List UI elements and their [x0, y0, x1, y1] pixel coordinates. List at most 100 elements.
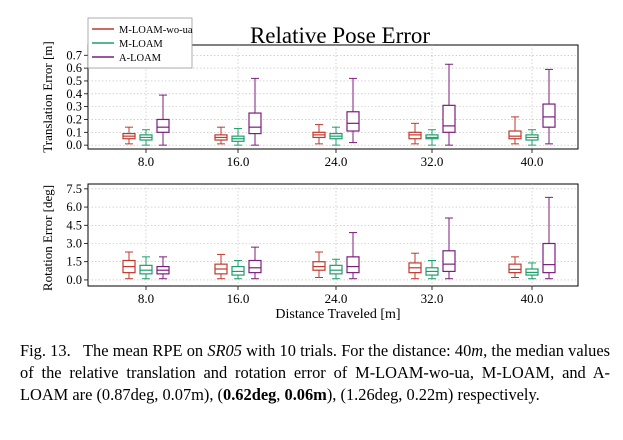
caption-bold-translation: 0.06m: [284, 385, 327, 404]
translation-y-tick-label: 0.4: [66, 87, 82, 101]
translation-x-tick-label: 32.0: [421, 154, 444, 169]
translation-box-m-loam: [231, 127, 245, 146]
translation-box-m-loam: [525, 129, 539, 146]
translation-box-a-loam: [156, 94, 170, 146]
rotation-box-m-loam: [139, 256, 153, 280]
box-iqr: [542, 242, 556, 274]
legend-label-a-loam: A-LOAM: [119, 53, 162, 64]
box-iqr: [508, 130, 522, 140]
caption-text-2: with 10 trials. For the distance:: [241, 341, 455, 360]
translation-box-m-loam: [425, 129, 439, 146]
rotation-y-tick-label: 6.0: [66, 200, 82, 214]
box-iqr: [425, 134, 439, 140]
x-axis-label: Distance Traveled [m]: [275, 307, 400, 322]
rotation-box-a-loam: [442, 217, 456, 280]
box-iqr: [329, 264, 343, 275]
rotation-y-tick-label: 4.5: [66, 218, 82, 232]
caption-text-1: The mean RPE on: [83, 341, 208, 360]
rotation-x-tick-label: 8.0: [138, 291, 154, 306]
translation-x-tick-label: 16.0: [227, 154, 250, 169]
rotation-x-tick-label: 32.0: [421, 291, 444, 306]
box-iqr: [312, 261, 326, 271]
translation-y-tick-label: 0.2: [66, 112, 82, 126]
rotation-x-tick-label: 16.0: [227, 291, 250, 306]
translation-box-m-loam: [139, 129, 153, 146]
translation-x-tick-label: 8.0: [138, 154, 154, 169]
caption-distance-unit: m: [471, 341, 484, 360]
box-iqr: [248, 112, 262, 135]
box-iqr: [508, 263, 522, 274]
translation-y-ticks: 0.00.10.20.30.40.50.60.7: [66, 48, 88, 152]
translation-x-ticks: 8.0 16.0 24.0 32.0 40.0: [138, 149, 544, 169]
translation-y-axis-label: Translation Error [m]: [40, 41, 55, 152]
box-iqr: [408, 131, 422, 140]
rotation-box-a-loam: [542, 196, 556, 280]
box-iqr: [346, 256, 360, 274]
rotation-y-ticks: 0.0 1.5 3.0 4.5 6.0 7.5: [66, 182, 88, 287]
legend-label-m-loam-wo-ua: M-LOAM-wo-ua: [119, 25, 193, 36]
translation-box-a-loam: [442, 63, 456, 146]
box-iqr: [231, 265, 245, 276]
rotation-box-m-loam-wo-ua: [508, 256, 522, 278]
caption-distance: 40: [454, 341, 472, 360]
rotation-y-tick-label: 1.5: [66, 255, 82, 269]
rotation-y-tick-label: 0.0: [66, 273, 82, 287]
legend: M-LOAM-wo-ua M-LOAM A-LOAM: [87, 17, 193, 69]
rotation-x-tick-label: 40.0: [521, 291, 544, 306]
translation-box-a-loam: [248, 77, 262, 146]
legend-label-m-loam: M-LOAM: [119, 39, 163, 50]
translation-x-tick-label: 40.0: [521, 154, 544, 169]
translation-box-m-loam-wo-ua: [508, 116, 522, 145]
caption-text-3: , the median values of the relative tran…: [20, 341, 611, 404]
rotation-box-m-loam: [425, 260, 439, 280]
translation-y-tick-label: 0.1: [66, 125, 82, 139]
translation-box-m-loam-wo-ua: [214, 126, 228, 145]
caption-label: Fig. 13.: [20, 341, 71, 360]
chart-title: Relative Pose Error: [250, 23, 430, 48]
translation-y-tick-label: 0.5: [66, 74, 82, 88]
rotation-box-m-loam-wo-ua: [408, 252, 422, 280]
rotation-box-a-loam: [156, 256, 170, 280]
box-iqr: [442, 104, 456, 133]
rotation-panel: 0.0 1.5 3.0 4.5 6.0 7.5 8.0 16.0 24.0 32.0 40.0 R…: [40, 182, 579, 322]
box-iqr: [346, 111, 360, 132]
rotation-x-tick-label: 24.0: [325, 291, 348, 306]
translation-y-tick-label: 0.6: [66, 61, 82, 75]
rotation-y-tick-label: 7.5: [66, 182, 82, 196]
rotation-box-m-loam: [329, 258, 343, 280]
rotation-box-m-loam-wo-ua: [214, 253, 228, 280]
rotation-y-axis-label: Rotation Error [deg]: [40, 185, 55, 291]
rotation-plot-frame: [87, 183, 579, 287]
rotation-box-m-loam-wo-ua: [122, 251, 136, 280]
figure-caption: Fig. 13. The mean RPE on SR05 with 10 tr…: [20, 340, 610, 406]
translation-box-m-loam: [329, 126, 343, 146]
translation-plot-frame: [87, 44, 579, 150]
translation-box-a-loam: [346, 77, 360, 144]
translation-x-tick-label: 24.0: [325, 154, 348, 169]
translation-boxes: [122, 63, 556, 146]
caption-text-4: ,: [276, 385, 285, 404]
translation-box-m-loam-wo-ua: [122, 126, 136, 145]
rotation-box-m-loam: [231, 260, 245, 280]
figure: 0.00.10.20.30.40.50.60.7 8.0 16.0 24.0 32.0…: [40, 17, 579, 322]
box-iqr: [139, 264, 153, 275]
rotation-box-m-loam: [525, 262, 539, 280]
caption-bold-rotation: 0.62deg: [223, 385, 277, 404]
box-iqr: [442, 250, 456, 273]
box-iqr: [156, 118, 170, 133]
rotation-box-m-loam-wo-ua: [312, 251, 326, 278]
caption-dataset: SR05: [207, 341, 242, 360]
box-iqr: [542, 103, 556, 128]
rotation-y-tick-label: 3.0: [66, 237, 82, 251]
rotation-x-ticks: 8.0 16.0 24.0 32.0 40.0: [138, 286, 544, 306]
translation-box-a-loam: [542, 68, 556, 145]
translation-box-m-loam-wo-ua: [312, 124, 326, 145]
translation-y-tick-label: 0.7: [66, 48, 82, 62]
translation-y-tick-label: 0.0: [66, 138, 82, 152]
box-iqr: [248, 259, 262, 274]
rotation-box-a-loam: [248, 246, 262, 280]
caption-text-5: ), (1.26deg, 0.22m) respectively.: [326, 385, 540, 404]
translation-box-m-loam-wo-ua: [408, 122, 422, 145]
rotation-box-a-loam: [346, 232, 360, 280]
rotation-boxes: [122, 196, 556, 280]
